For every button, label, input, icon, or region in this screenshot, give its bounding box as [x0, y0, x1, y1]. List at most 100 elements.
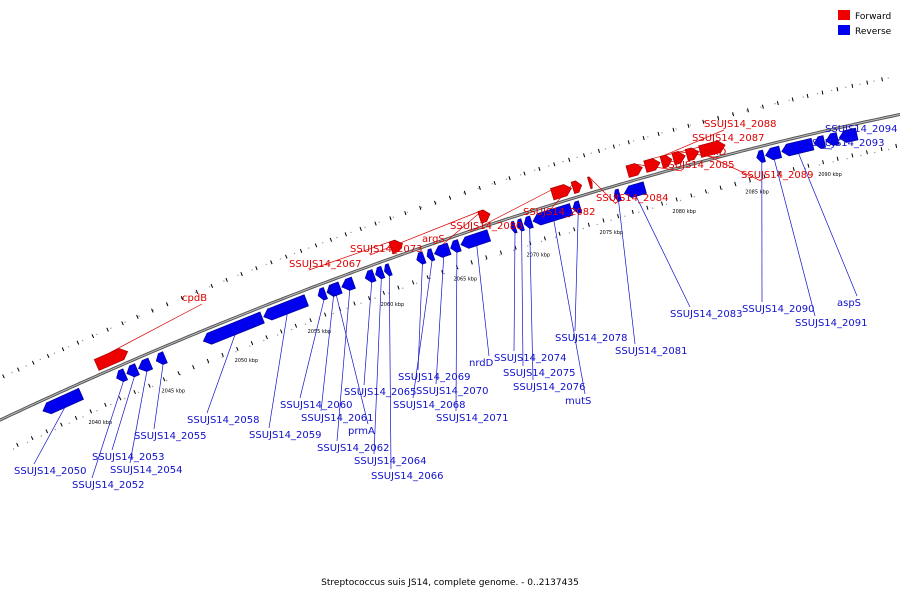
- forward-track-tick: [225, 277, 228, 282]
- reverse-label-leader: [363, 282, 373, 386]
- map-caption: Streptococcus suis JS14, complete genome…: [321, 578, 579, 588]
- reverse-label-leader: [388, 275, 392, 470]
- gene-label-ssujs14-2094[interactable]: SSUJS14_2094: [825, 124, 898, 135]
- forward-track-tick: [523, 171, 526, 176]
- reverse-track-dot: [277, 334, 279, 336]
- gene-label-ssujs14-2050[interactable]: SSUJS14_2050: [14, 466, 87, 477]
- reverse-label-leader: [91, 381, 124, 479]
- reverse-gene-arrow: [126, 363, 140, 378]
- reverse-track-tick: [485, 255, 488, 260]
- reverse-track-dot: [263, 339, 265, 342]
- reverse-track-dot: [707, 192, 709, 194]
- gene-label-muts[interactable]: mutS: [565, 396, 591, 407]
- forward-track-tick: [61, 347, 65, 352]
- gene-label-ssujs14-2078[interactable]: SSUJS14_2078: [555, 333, 628, 344]
- reverse-gene-arrow: [572, 200, 583, 214]
- forward-track-dot: [67, 346, 70, 348]
- forward-track-tick: [195, 289, 199, 294]
- gene-label-ssujs14-2055[interactable]: SSUJS14_2055: [134, 431, 207, 442]
- gene-label-ssujs14-2074[interactable]: SSUJS14_2074: [494, 353, 567, 364]
- gene-label-ssujs14-2062[interactable]: SSUJS14_2062: [317, 443, 390, 454]
- gene-label-prma[interactable]: prmA: [348, 426, 375, 437]
- reverse-track-dot: [82, 416, 84, 418]
- gene-label-ssujs14-2058[interactable]: SSUJS14_2058: [187, 415, 260, 426]
- forward-track-dot: [81, 339, 84, 342]
- reverse-track-tick: [411, 280, 415, 285]
- gene-label-nrdd[interactable]: nrdD: [469, 358, 494, 369]
- forward-track-dot: [887, 77, 889, 79]
- gene-label-ssujs14-2067[interactable]: SSUJS14_2067: [289, 259, 362, 270]
- forward-track-dot: [859, 83, 861, 85]
- forward-track-dot: [194, 291, 197, 294]
- gene-label-ssujs14-2087[interactable]: SSUJS14_2087: [692, 133, 765, 144]
- forward-label-leader: [469, 185, 561, 233]
- gene-label-args[interactable]: argS: [422, 234, 445, 245]
- gene-label-ssujs14-2080[interactable]: SSUJS14_2080: [450, 221, 523, 232]
- gene-label-ssujs14-2085[interactable]: SSUJS14_2085: [662, 160, 735, 171]
- gene-label-mald[interactable]: malD: [700, 147, 727, 158]
- gene-label-ssujs14-2084[interactable]: SSUJS14_2084: [596, 193, 669, 204]
- reverse-track-tick: [543, 236, 546, 241]
- reverse-label-leader: [320, 296, 334, 412]
- reverse-track-tick: [822, 160, 824, 165]
- gene-label-ssujs14-2083[interactable]: SSUJS14_2083: [670, 309, 743, 320]
- forward-label-leader: [109, 303, 203, 354]
- reverse-track-tick: [206, 358, 210, 363]
- gene-label-ssujs14-2071[interactable]: SSUJS14_2071: [436, 413, 509, 424]
- gene-label-ssujs14-2070[interactable]: SSUJS14_2070: [416, 386, 489, 397]
- gene-label-ssujs14-2090[interactable]: SSUJS14_2090: [742, 304, 815, 315]
- forward-gene-arrow: [477, 209, 491, 224]
- reverse-track-dot: [513, 249, 515, 252]
- forward-track-tick: [747, 108, 749, 113]
- reverse-track-tick: [16, 442, 19, 447]
- gene-label-ssujs14-2081[interactable]: SSUJS14_2081: [615, 346, 688, 357]
- gene-label-cpdb[interactable]: cpdB: [182, 293, 207, 304]
- forward-track-tick: [687, 123, 690, 128]
- gene-label-ssujs14-2066[interactable]: SSUJS14_2066: [371, 471, 444, 482]
- gene-label-ssujs14-2093[interactable]: SSUJS14_2093: [812, 138, 885, 149]
- gene-label-ssujs14-2065[interactable]: SSUJS14_2065: [344, 387, 417, 398]
- forward-track-dot: [491, 183, 493, 185]
- forward-track-tick: [31, 360, 35, 365]
- gene-label-ssujs14-2076[interactable]: SSUJS14_2076: [513, 382, 586, 393]
- gene-label-ssujs14-2060[interactable]: SSUJS14_2060: [280, 400, 353, 411]
- reverse-track-dot: [790, 171, 793, 173]
- gene-label-ssujs14-2068[interactable]: SSUJS14_2068: [393, 400, 466, 411]
- forward-track-dot: [96, 333, 98, 336]
- gene-label-ssujs14-2082[interactable]: SSUJS14_2082: [523, 207, 596, 218]
- gene-label-ssujs14-2069[interactable]: SSUJS14_2069: [398, 372, 471, 383]
- reverse-track-dot: [221, 356, 223, 358]
- gene-label-asps[interactable]: aspS: [837, 298, 861, 309]
- gene-label-ssujs14-2052[interactable]: SSUJS14_2052: [72, 480, 145, 491]
- gene-label-ssujs14-2053[interactable]: SSUJS14_2053: [92, 452, 165, 463]
- reverse-track-tick: [426, 275, 429, 280]
- reverse-label-leader: [435, 256, 445, 385]
- gene-label-ssujs14-2091[interactable]: SSUJS14_2091: [795, 318, 868, 329]
- forward-track-tick: [151, 308, 154, 313]
- forward-track-tick: [717, 115, 720, 121]
- gene-label-ssujs14-2073[interactable]: SSUJS14_2073: [350, 244, 423, 255]
- gene-label-ssujs14-2064[interactable]: SSUJS14_2064: [354, 456, 427, 467]
- forward-track-dot: [53, 352, 56, 354]
- forward-track-tick: [553, 162, 556, 167]
- gene-label-ssujs14-2089[interactable]: SSUJS14_2089: [741, 170, 814, 181]
- gene-label-ssujs14-2054[interactable]: SSUJS14_2054: [110, 465, 183, 476]
- scale-tick-label: 2040 kbp: [89, 420, 113, 426]
- forward-track-dot: [477, 187, 479, 190]
- reverse-track-dot: [290, 328, 293, 331]
- gene-label-ssujs14-2088[interactable]: SSUJS14_2088: [704, 119, 777, 130]
- forward-track-dot: [251, 269, 253, 271]
- reverse-track-tick: [602, 218, 605, 223]
- reverse-label-leader: [153, 364, 164, 430]
- forward-track-tick: [568, 157, 571, 162]
- forward-track-dot: [322, 242, 324, 244]
- reverse-track-tick: [118, 396, 122, 401]
- forward-track-dot: [265, 263, 267, 266]
- gene-label-ssujs14-2059[interactable]: SSUJS14_2059: [249, 430, 322, 441]
- gene-label-ssujs14-2075[interactable]: SSUJS14_2075: [503, 368, 576, 379]
- gene-label-ssujs14-2061[interactable]: SSUJS14_2061: [301, 413, 374, 424]
- forward-track-tick: [597, 148, 600, 153]
- forward-track-dot: [632, 140, 635, 142]
